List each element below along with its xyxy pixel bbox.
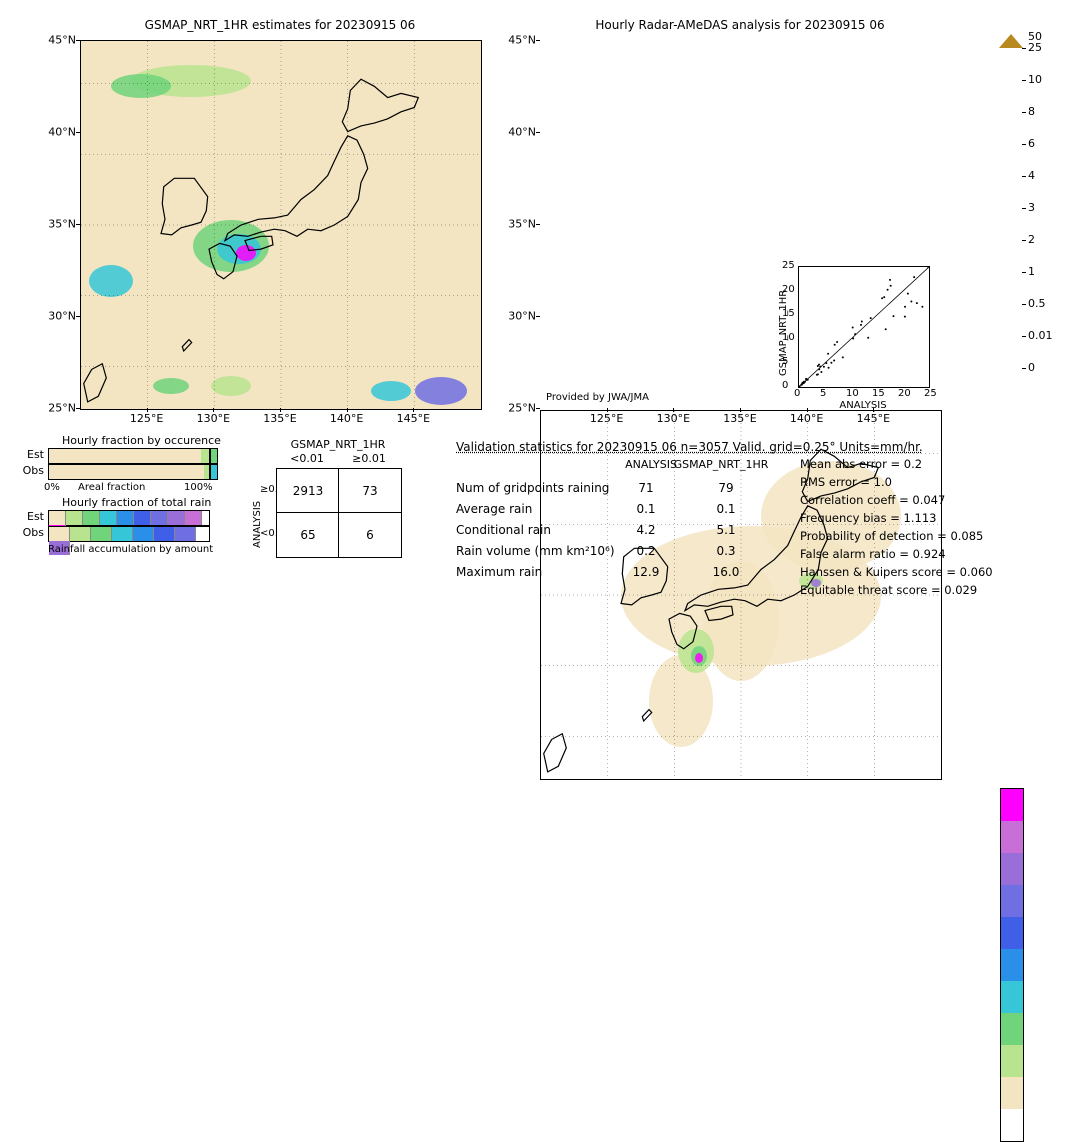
colorbar-tick: 0.01: [1028, 329, 1053, 342]
stats-cell: 0.3: [686, 541, 766, 562]
rain-accum-title: Rainfall accumulation by amount: [48, 544, 213, 555]
xtick: 135°E: [260, 412, 300, 425]
xtick: 135°E: [720, 412, 760, 425]
matrix-row-header: ANALYSIS: [252, 501, 263, 548]
matrix-cell: 2913: [276, 468, 340, 514]
map-title: Hourly Radar-AMeDAS analysis for 2023091…: [540, 18, 940, 32]
map-left: [80, 40, 482, 410]
xtick: 130°E: [653, 412, 693, 425]
stats-row-label: Average rain: [456, 499, 626, 520]
matrix-col-label: ≥0.01: [338, 452, 400, 465]
stats-metric: Equitable threat score = 0.029: [800, 580, 977, 601]
stats-header: GSMAP_NRT_1HR: [666, 458, 776, 471]
provided-label: Provided by JWA/JMA: [546, 392, 649, 403]
xtick: 130°E: [193, 412, 233, 425]
colorbar-tick: 25: [1028, 41, 1042, 54]
ytick: 35°N: [500, 218, 536, 231]
ytick: 45°N: [40, 34, 76, 47]
ytick: 45°N: [500, 34, 536, 47]
stats-cell: 12.9: [616, 562, 676, 583]
colorbar-tick: 1: [1028, 265, 1035, 278]
matrix-cell: 6: [338, 512, 402, 558]
xtick: 140°E: [787, 412, 827, 425]
scatter-ylabel: GSMAP_NRT_1HR: [778, 290, 789, 376]
colorbar-tick: 0: [1028, 361, 1035, 374]
matrix-cell: 65: [276, 512, 340, 558]
ytick: 25°N: [40, 402, 76, 415]
rain-accum-bar: [48, 510, 210, 526]
ytick: 35°N: [40, 218, 76, 231]
fraction-row-label: Est: [18, 448, 44, 461]
stats-title: Validation statistics for 20230915 06 n=…: [456, 440, 923, 454]
stats-row-label: Rain volume (mm km²10⁶): [456, 541, 626, 562]
ytick: 25°N: [500, 402, 536, 415]
stats-cell: 0.1: [616, 499, 676, 520]
stats-cell: 79: [686, 478, 766, 499]
colorbar-tick: 4: [1028, 169, 1035, 182]
ytick: 30°N: [500, 310, 536, 323]
xtick: 145°E: [393, 412, 433, 425]
scatter-inset: [798, 266, 930, 388]
stats-cell: 0.1: [686, 499, 766, 520]
colorbar-tick: 10: [1028, 73, 1042, 86]
xtick: 125°E: [587, 412, 627, 425]
stats-cell: 5.1: [686, 520, 766, 541]
ytick: 30°N: [40, 310, 76, 323]
fraction-title-1: Hourly fraction by occurence: [62, 434, 221, 447]
colorbar-tick: 2: [1028, 233, 1035, 246]
colorbar: [1000, 788, 1024, 1142]
fraction-xaxis: Areal fraction: [78, 482, 145, 493]
matrix-col-label: <0.01: [276, 452, 338, 465]
xtick: 145°E: [853, 412, 893, 425]
fraction-bar: [48, 448, 210, 464]
xtick: 140°E: [327, 412, 367, 425]
xtick: 125°E: [127, 412, 167, 425]
fraction-bar: [48, 464, 210, 480]
matrix-cell: 73: [338, 468, 402, 514]
colorbar-tick: 3: [1028, 201, 1035, 214]
stats-row-label: Conditional rain: [456, 520, 626, 541]
fraction-row-label: Obs: [18, 464, 44, 477]
stats-row-label: Num of gridpoints raining: [456, 478, 626, 499]
stats-cell: 71: [616, 478, 676, 499]
ytick: 40°N: [40, 126, 76, 139]
map-title: GSMAP_NRT_1HR estimates for 20230915 06: [80, 18, 480, 32]
rain-accum-bar: [48, 526, 210, 542]
stats-cell: 4.2: [616, 520, 676, 541]
stats-cell: 16.0: [686, 562, 766, 583]
fraction-title-2: Hourly fraction of total rain: [62, 496, 211, 509]
colorbar-tick: 6: [1028, 137, 1035, 150]
stats-row-label: Maximum rain: [456, 562, 626, 583]
matrix-col-header: GSMAP_NRT_1HR: [276, 438, 400, 451]
colorbar-tick: 0.5: [1028, 297, 1046, 310]
stats-cell: 0.2: [616, 541, 676, 562]
scatter-xlabel: ANALYSIS: [798, 400, 928, 411]
colorbar-tick: 8: [1028, 105, 1035, 118]
ytick: 40°N: [500, 126, 536, 139]
